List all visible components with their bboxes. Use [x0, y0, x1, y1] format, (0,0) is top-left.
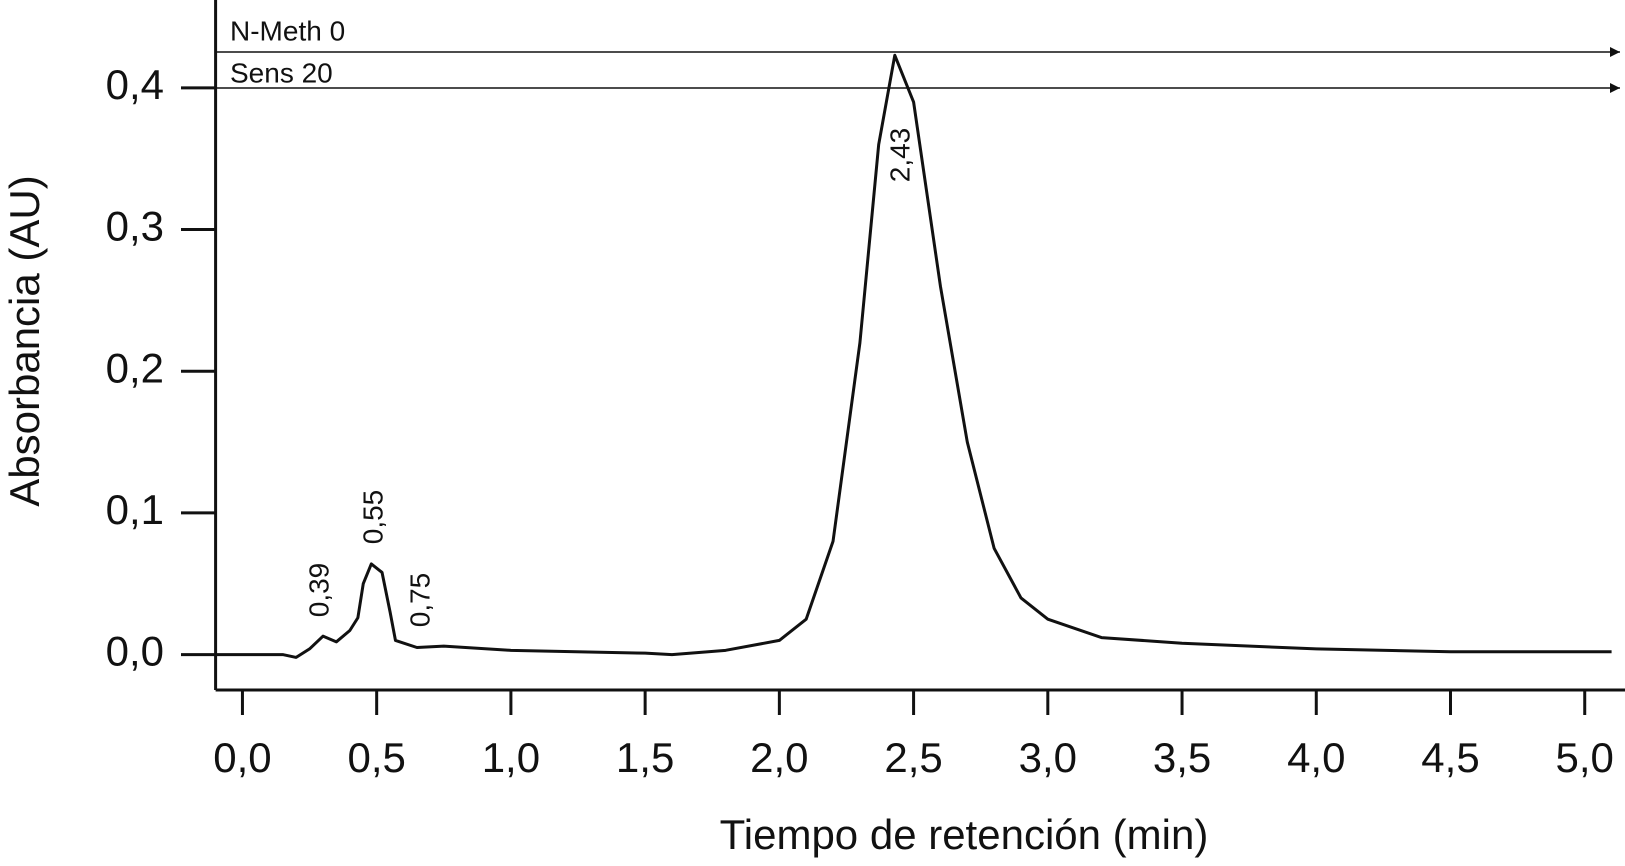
x-tick-label: 0,5	[347, 734, 405, 781]
x-tick-label: 1,0	[482, 734, 540, 781]
x-tick-label: 2,0	[750, 734, 808, 781]
y-tick-label: 0,2	[106, 344, 164, 391]
x-tick-label: 4,5	[1421, 734, 1479, 781]
y-tick-label: 0,3	[106, 203, 164, 250]
peak-label: 2,43	[884, 128, 915, 183]
y-tick-label: 0,0	[106, 628, 164, 675]
x-tick-label: 4,0	[1287, 734, 1345, 781]
peak-label: 0,75	[404, 573, 435, 628]
chromatogram-line	[215, 53, 1612, 659]
y-tick-label: 0,1	[106, 486, 164, 533]
x-axis-title: Tiempo de retención (min)	[720, 811, 1209, 858]
header-label: N-Meth 0	[230, 15, 345, 46]
header-label: Sens 20	[230, 57, 333, 88]
y-tick-label: 0,4	[106, 61, 164, 108]
x-tick-label: 0,0	[213, 734, 271, 781]
x-tick-label: 1,5	[616, 734, 674, 781]
peak-label: 0,55	[357, 490, 388, 545]
y-axis-title: Absorbancia (AU)	[1, 175, 48, 506]
x-tick-label: 2,5	[884, 734, 942, 781]
x-tick-label: 3,5	[1153, 734, 1211, 781]
x-tick-label: 3,0	[1019, 734, 1077, 781]
peak-label: 0,39	[303, 563, 334, 618]
x-tick-label: 5,0	[1556, 734, 1614, 781]
